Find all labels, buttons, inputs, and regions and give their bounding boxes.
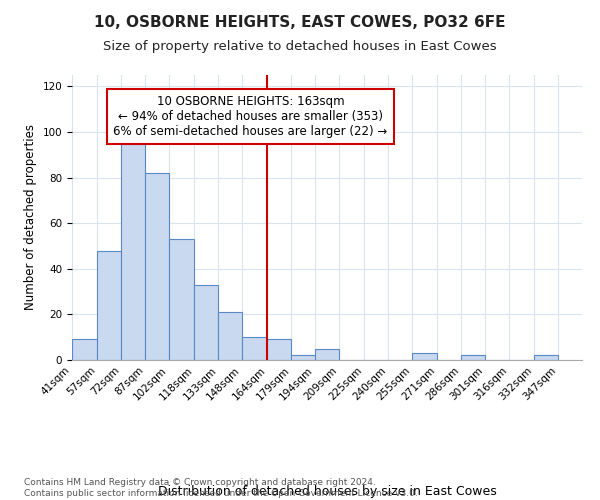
Text: Contains HM Land Registry data © Crown copyright and database right 2024.
Contai: Contains HM Land Registry data © Crown c… [24, 478, 418, 498]
Bar [268, 340, 291, 360]
Bar [194, 285, 218, 360]
Bar [169, 239, 194, 360]
Bar [315, 348, 339, 360]
Bar [97, 250, 121, 360]
Bar [145, 173, 169, 360]
Bar [291, 356, 315, 360]
Bar [535, 356, 558, 360]
X-axis label: Distribution of detached houses by size in East Cowes: Distribution of detached houses by size … [158, 485, 496, 498]
Bar [412, 353, 437, 360]
Bar [461, 356, 485, 360]
Bar [242, 337, 268, 360]
Y-axis label: Number of detached properties: Number of detached properties [24, 124, 37, 310]
Bar [121, 132, 145, 360]
Text: 10 OSBORNE HEIGHTS: 163sqm
← 94% of detached houses are smaller (353)
6% of semi: 10 OSBORNE HEIGHTS: 163sqm ← 94% of deta… [113, 95, 388, 138]
Bar [72, 340, 97, 360]
Text: Size of property relative to detached houses in East Cowes: Size of property relative to detached ho… [103, 40, 497, 53]
Bar [218, 312, 242, 360]
Text: 10, OSBORNE HEIGHTS, EAST COWES, PO32 6FE: 10, OSBORNE HEIGHTS, EAST COWES, PO32 6F… [94, 15, 506, 30]
